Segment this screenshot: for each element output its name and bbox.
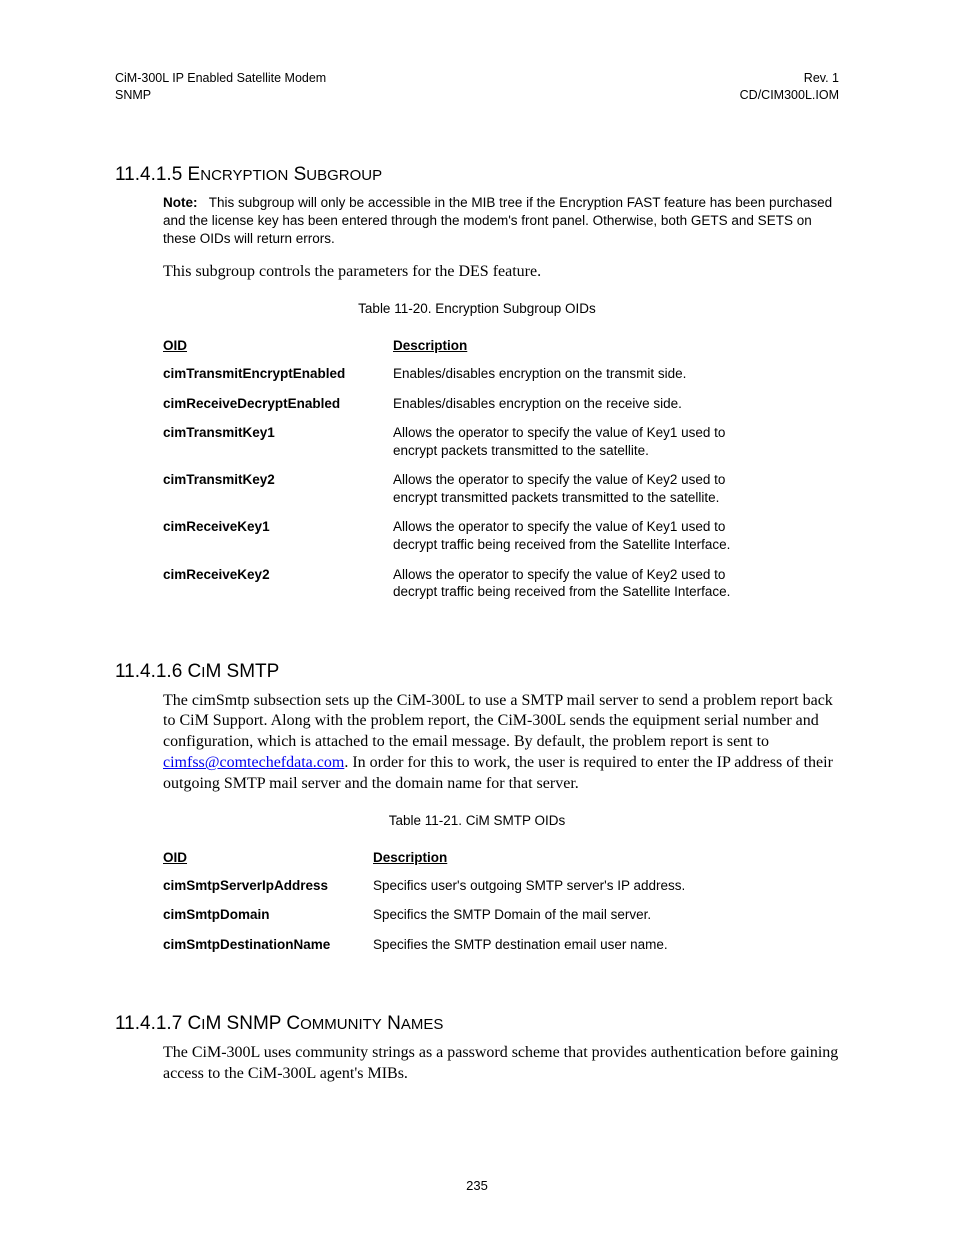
desc-cell: Specifics user's outgoing SMTP server's … [373, 877, 793, 907]
header-product: CiM-300L IP Enabled Satellite Modem [115, 70, 326, 87]
desc-cell: Allows the operator to specify the value… [393, 518, 793, 565]
page-header: CiM-300L IP Enabled Satellite Modem SNMP… [115, 70, 839, 104]
desc-cell: Enables/disables encryption on the recei… [393, 395, 793, 425]
header-section: SNMP [115, 87, 326, 104]
table-row: cimSmtpServerIpAddressSpecifics user's o… [163, 877, 793, 907]
heading-word1-rest: NCRYPTION [200, 167, 288, 184]
heading-number: 11.4.1.6 [115, 661, 182, 682]
page: CiM-300L IP Enabled Satellite Modem SNMP… [0, 0, 954, 1235]
oid-cell: cimTransmitKey1 [163, 424, 393, 471]
note-text: This subgroup will only be accessible in… [163, 195, 832, 246]
section1-body: This subgroup controls the parameters fo… [163, 262, 839, 283]
page-number: 235 [0, 1178, 954, 1193]
table-row: cimReceiveDecryptEnabledEnables/disables… [163, 395, 793, 425]
table-row: cimTransmitKey1Allows the operator to sp… [163, 424, 793, 471]
desc-cell: Allows the operator to specify the value… [393, 471, 793, 518]
table-header-row: OID Description [163, 850, 793, 877]
heading-w3-rest: AMES [401, 1016, 444, 1033]
desc-cell: Enables/disables encryption on the trans… [393, 365, 793, 395]
col-oid: OID [163, 850, 373, 877]
note-label: Note: [163, 195, 198, 210]
col-description: Description [373, 850, 793, 877]
heading-w1-rest: M SNMP C [205, 1013, 300, 1034]
header-rev: Rev. 1 [740, 70, 839, 87]
header-left: CiM-300L IP Enabled Satellite Modem SNMP [115, 70, 326, 104]
table-row: cimReceiveKey1Allows the operator to spe… [163, 518, 793, 565]
desc-cell: Allows the operator to specify the value… [393, 566, 793, 613]
heading-cim-snmp-community: 11.4.1.7 CIM SNMP COMMUNITY NAMES [115, 1013, 839, 1035]
header-docid: CD/CIM300L.IOM [740, 87, 839, 104]
heading-w2-rest: OMMUNITY [300, 1016, 382, 1033]
oid-cell: cimSmtpDomain [163, 906, 373, 936]
heading-word1-cap: E [188, 164, 201, 185]
col-description: Description [393, 338, 793, 365]
heading-number: 11.4.1.7 [115, 1013, 182, 1034]
encryption-oid-table: OID Description cimTransmitEncryptEnable… [163, 338, 793, 612]
table1-caption: Table 11-20. Encryption Subgroup OIDs [115, 301, 839, 316]
section3-body: The CiM-300L uses community strings as a… [163, 1043, 839, 1085]
oid-cell: cimTransmitEncryptEnabled [163, 365, 393, 395]
table-row: cimReceiveKey2Allows the operator to spe… [163, 566, 793, 613]
heading-encryption-subgroup: 11.4.1.5 ENCRYPTION SUBGROUP [115, 164, 839, 186]
oid-cell: cimReceiveKey2 [163, 566, 393, 613]
table-row: cimSmtpDestinationNameSpecifies the SMTP… [163, 936, 793, 966]
heading-cim-smtp: 11.4.1.6 CIM SMTP [115, 661, 839, 683]
oid-cell: cimReceiveDecryptEnabled [163, 395, 393, 425]
section2-body-pre: The cimSmtp subsection sets up the CiM-3… [163, 692, 833, 751]
oid-cell: cimTransmitKey2 [163, 471, 393, 518]
table-row: cimTransmitEncryptEnabledEnables/disable… [163, 365, 793, 395]
heading-number: 11.4.1.5 [115, 164, 182, 185]
table2-caption: Table 11-21. CiM SMTP OIDs [115, 813, 839, 828]
heading-word2-cap: S [294, 164, 307, 185]
table-header-row: OID Description [163, 338, 793, 365]
smtp-oid-table: OID Description cimSmtpServerIpAddressSp… [163, 850, 793, 966]
section2-body: The cimSmtp subsection sets up the CiM-3… [163, 691, 839, 795]
heading-cap1: C [188, 661, 202, 682]
heading-w3-cap: N [387, 1013, 401, 1034]
oid-cell: cimSmtpServerIpAddress [163, 877, 373, 907]
note-block: Note: This subgroup will only be accessi… [163, 194, 839, 249]
heading-w1-cap: C [188, 1013, 202, 1034]
oid-cell: cimSmtpDestinationName [163, 936, 373, 966]
header-right: Rev. 1 CD/CIM300L.IOM [740, 70, 839, 104]
table-row: cimSmtpDomainSpecifics the SMTP Domain o… [163, 906, 793, 936]
oid-cell: cimReceiveKey1 [163, 518, 393, 565]
desc-cell: Allows the operator to specify the value… [393, 424, 793, 471]
table-row: cimTransmitKey2Allows the operator to sp… [163, 471, 793, 518]
desc-cell: Specifics the SMTP Domain of the mail se… [373, 906, 793, 936]
heading-rest: M SMTP [205, 661, 279, 682]
desc-cell: Specifies the SMTP destination email use… [373, 936, 793, 966]
email-link[interactable]: cimfss@comtechefdata.com [163, 754, 344, 771]
heading-word2-rest: UBGROUP [306, 167, 382, 184]
col-oid: OID [163, 338, 393, 365]
